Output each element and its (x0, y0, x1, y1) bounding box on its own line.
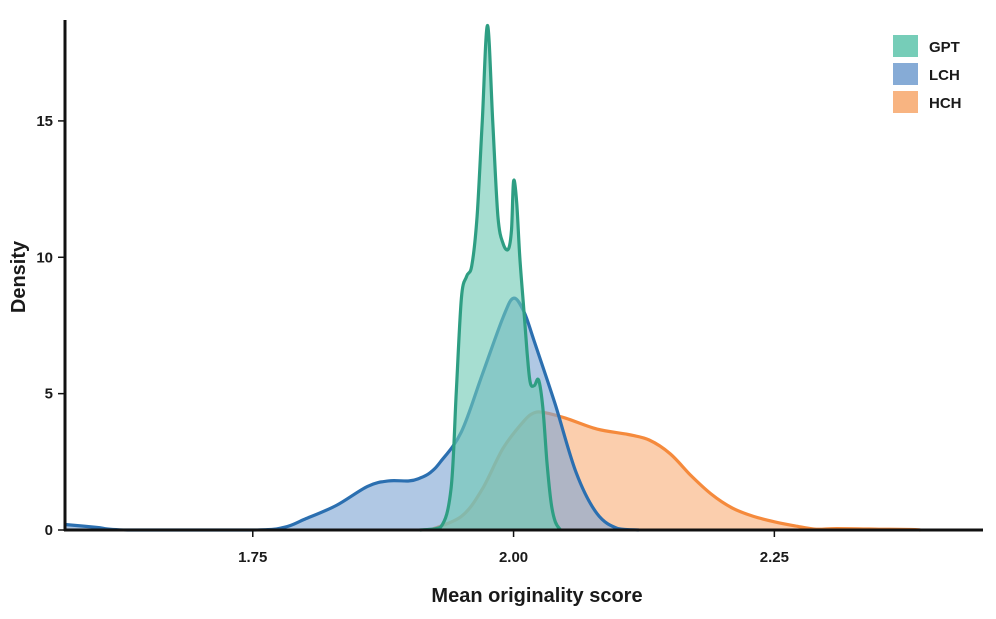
series-layer (64, 23, 921, 532)
series-gpt-line (419, 23, 562, 532)
legend-swatch-lch (893, 63, 918, 85)
legend: GPT LCH HCH (893, 35, 962, 113)
x-axis-title: Mean originality score (431, 585, 642, 607)
y-tick-label: 10 (36, 249, 53, 266)
x-tick-label: 2.00 (499, 549, 528, 566)
y-axis-ticks: 0 5 10 15 (36, 113, 65, 539)
x-tick-label: 1.75 (238, 549, 267, 566)
x-tick-label: 2.25 (760, 549, 789, 566)
x-axis-ticks: 1.75 2.00 2.25 (238, 530, 789, 566)
legend-label-hch: HCH (929, 95, 962, 112)
legend-swatch-hch (893, 91, 918, 113)
legend-label-lch: LCH (929, 67, 960, 84)
y-tick-label: 0 (45, 522, 53, 539)
y-tick-label: 15 (36, 113, 53, 130)
series-gpt-area (419, 25, 561, 530)
legend-label-gpt: GPT (929, 39, 960, 56)
legend-swatch-gpt (893, 35, 918, 57)
y-axis-title: Density (8, 240, 30, 313)
y-tick-label: 5 (45, 386, 53, 403)
